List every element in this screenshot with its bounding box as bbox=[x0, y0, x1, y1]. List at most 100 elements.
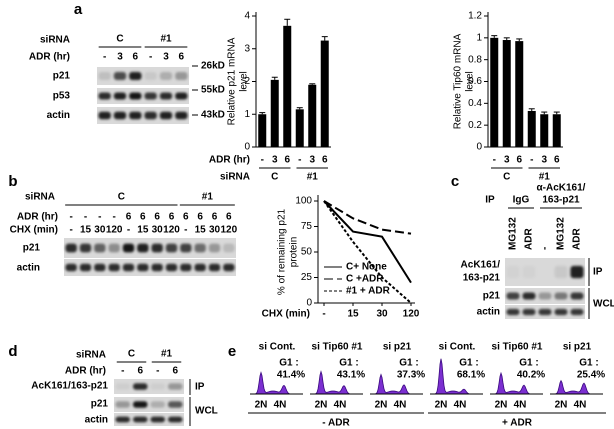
x-tick-label: 6 bbox=[284, 155, 290, 166]
legend-label: C +ADR bbox=[346, 274, 384, 285]
band bbox=[180, 263, 192, 272]
lane-label: - bbox=[149, 52, 152, 63]
lane-label: 15 bbox=[80, 225, 92, 236]
bar bbox=[295, 109, 304, 147]
y-tick-label: 25 bbox=[301, 272, 313, 283]
lane-label: 15 bbox=[195, 225, 207, 236]
row-label: ADR (hr) bbox=[65, 366, 106, 377]
band bbox=[223, 263, 235, 272]
band bbox=[137, 243, 149, 253]
group-label: #1 bbox=[539, 172, 551, 183]
band bbox=[79, 263, 92, 272]
lane-label: 6 bbox=[133, 52, 139, 63]
band bbox=[122, 243, 135, 253]
y-tick-label: 0 bbox=[476, 142, 482, 153]
band bbox=[151, 263, 163, 272]
y-tick-label: 0.6 bbox=[468, 76, 482, 87]
group-axis-label: siRNA bbox=[220, 172, 250, 183]
blot-strip bbox=[64, 259, 236, 276]
band bbox=[129, 72, 142, 80]
side-label: IP bbox=[593, 267, 603, 278]
series-line bbox=[323, 200, 412, 304]
y-tick-label: 1 bbox=[244, 109, 250, 120]
band bbox=[133, 383, 148, 390]
band bbox=[108, 263, 120, 272]
g1-value: 68.1% bbox=[457, 370, 485, 381]
lane-label: 30 bbox=[94, 225, 106, 236]
size-marker: 26kD bbox=[201, 61, 225, 72]
band bbox=[194, 263, 206, 272]
g1-value: 40.2% bbox=[517, 370, 545, 381]
band bbox=[129, 111, 142, 120]
y-axis-label: level bbox=[239, 71, 250, 92]
band bbox=[98, 92, 111, 100]
band bbox=[115, 416, 130, 423]
lane-label: 6 bbox=[183, 212, 189, 223]
legend-label: C+ None bbox=[346, 262, 387, 273]
band bbox=[129, 92, 142, 100]
y-tick-label: 50 bbox=[301, 247, 313, 258]
group-label: IgG bbox=[513, 195, 530, 206]
band bbox=[539, 266, 552, 278]
histogram-title: si p21 bbox=[383, 342, 412, 353]
group-label: C bbox=[503, 172, 510, 183]
lane-label: - bbox=[98, 212, 101, 223]
group-label: C bbox=[128, 349, 135, 360]
band bbox=[570, 265, 584, 279]
row-label: siRNA bbox=[25, 192, 55, 203]
band bbox=[79, 243, 92, 253]
legend-label: #1 + ADR bbox=[346, 286, 391, 297]
g1-label: G1 : bbox=[399, 358, 418, 369]
panel-letter: b bbox=[8, 173, 17, 190]
lane-label: - bbox=[84, 212, 87, 223]
band bbox=[151, 243, 163, 253]
band bbox=[115, 401, 130, 408]
band bbox=[165, 263, 178, 272]
blot-strip bbox=[114, 413, 184, 426]
axis-label: 2N bbox=[375, 400, 388, 411]
y-tick-label: 0 bbox=[306, 298, 312, 309]
y-tick-label: 4 bbox=[244, 11, 250, 22]
band bbox=[522, 292, 536, 300]
lane-label: MG132 bbox=[508, 217, 519, 250]
y-tick-label: 0.4 bbox=[468, 98, 482, 109]
row-label: ADR (hr) bbox=[29, 52, 70, 63]
group-label: α-AcK161/ bbox=[537, 183, 586, 194]
band bbox=[65, 243, 77, 253]
band bbox=[98, 111, 111, 120]
bar bbox=[502, 40, 511, 148]
group-label: #1 bbox=[160, 34, 172, 45]
row-label: actin bbox=[17, 263, 40, 274]
panel-letter: c bbox=[451, 173, 459, 190]
y-axis-label: Relative p21 mRNA bbox=[227, 37, 238, 125]
lane-label: - bbox=[540, 247, 551, 250]
band bbox=[175, 111, 188, 120]
bar bbox=[320, 40, 329, 147]
bar bbox=[527, 110, 536, 147]
row-label: p21 bbox=[53, 71, 71, 82]
band bbox=[168, 416, 183, 423]
panel-letter: d bbox=[8, 343, 17, 360]
x-tick-label: 3 bbox=[504, 155, 510, 166]
y-tick-label: 1 bbox=[476, 32, 482, 43]
axis-label: 4N bbox=[454, 400, 467, 411]
y-tick-label: 0.8 bbox=[468, 54, 482, 65]
band bbox=[223, 243, 235, 253]
axis-label: 2N bbox=[495, 400, 508, 411]
axis-label: 2N bbox=[315, 400, 328, 411]
band bbox=[208, 243, 221, 253]
g1-label: G1 : bbox=[459, 358, 478, 369]
histogram-title: si Cont. bbox=[439, 342, 476, 353]
band bbox=[506, 292, 520, 300]
x-tick-label: 3 bbox=[309, 155, 315, 166]
band bbox=[538, 308, 552, 316]
band bbox=[175, 72, 188, 80]
band bbox=[122, 263, 135, 272]
band bbox=[150, 401, 165, 408]
blot-strip bbox=[97, 88, 189, 104]
lane-label: - bbox=[127, 225, 130, 236]
band bbox=[98, 72, 111, 80]
condition-label: + ADR bbox=[502, 418, 533, 429]
row-label: AcK161/163-p21 bbox=[31, 381, 108, 392]
band bbox=[113, 92, 127, 100]
